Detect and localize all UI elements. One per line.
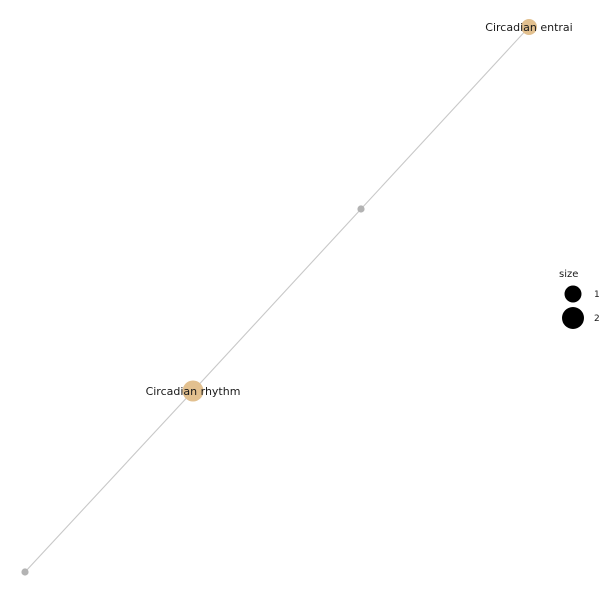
legend-symbol-size-2 (562, 307, 584, 329)
edge-circadian-entrainment-hub-gene (360, 26, 530, 210)
nodes-layer (21, 19, 537, 576)
node-circadian-rhythm (182, 380, 204, 402)
node-circadian-entrainment (521, 19, 537, 35)
edge-hub-gene-circadian-rhythm (192, 208, 362, 392)
legend-items: 12 (562, 285, 600, 329)
legend-title: size (559, 269, 578, 280)
labels-layer: Circadian entrai Circadian rhythm (146, 21, 573, 398)
node-leaf-gene (21, 568, 29, 576)
legend-label-size-1: 1 (594, 290, 600, 300)
node-label-circadian-entrainment: Circadian entrai (485, 21, 572, 34)
legend-symbol-size-1 (564, 285, 582, 303)
size-legend: size 12 (559, 269, 600, 329)
legend-label-size-2: 2 (594, 314, 600, 324)
node-hub-gene (357, 205, 365, 213)
edges-layer (24, 26, 530, 573)
node-label-circadian-rhythm: Circadian rhythm (146, 385, 241, 398)
edge-circadian-rhythm-leaf-gene (24, 390, 194, 573)
